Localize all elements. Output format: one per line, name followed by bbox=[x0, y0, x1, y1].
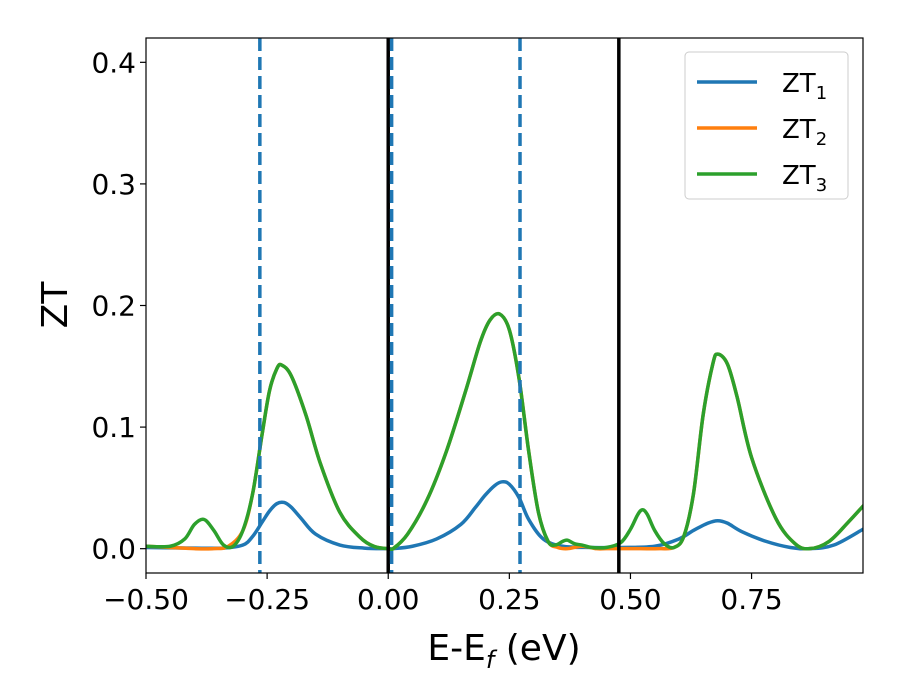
vline-layer bbox=[258, 38, 621, 573]
x-tick-label: −0.50 bbox=[103, 583, 189, 616]
y-tick-label: 0.1 bbox=[91, 411, 136, 444]
legend: ZT1 ZT2 ZT3 bbox=[684, 51, 849, 200]
series-line-zt1 bbox=[146, 479, 863, 551]
x-tick-label: 0.50 bbox=[599, 583, 661, 616]
x-tick-label: 0.00 bbox=[357, 583, 419, 616]
x-axis-label: E-Ef (eV) bbox=[427, 628, 580, 674]
y-tick-label: 0.0 bbox=[91, 533, 136, 566]
y-ticks: 0.0 0.1 0.2 0.3 0.4 bbox=[91, 46, 146, 566]
y-tick-label: 0.2 bbox=[91, 290, 136, 323]
legend-label-zt2: ZT2 bbox=[782, 115, 827, 150]
x-axis-label-main: E-E bbox=[427, 628, 485, 669]
y-tick-label: 0.3 bbox=[91, 168, 136, 201]
x-tick-label: 0.75 bbox=[720, 583, 782, 616]
x-tick-label: 0.25 bbox=[478, 583, 540, 616]
series-layer bbox=[146, 311, 863, 552]
legend-label-zt1: ZT1 bbox=[782, 69, 827, 104]
y-tick-label: 0.4 bbox=[91, 46, 136, 79]
series-line-zt3 bbox=[146, 311, 863, 552]
y-axis-label: ZT bbox=[35, 281, 76, 329]
x-ticks: −0.50 −0.25 0.00 0.25 0.50 0.75 bbox=[103, 573, 783, 616]
legend-label-zt3: ZT3 bbox=[782, 161, 827, 196]
legend-box bbox=[684, 51, 849, 200]
x-tick-label: −0.25 bbox=[224, 583, 310, 616]
x-axis-label-unit: (eV) bbox=[494, 628, 580, 669]
